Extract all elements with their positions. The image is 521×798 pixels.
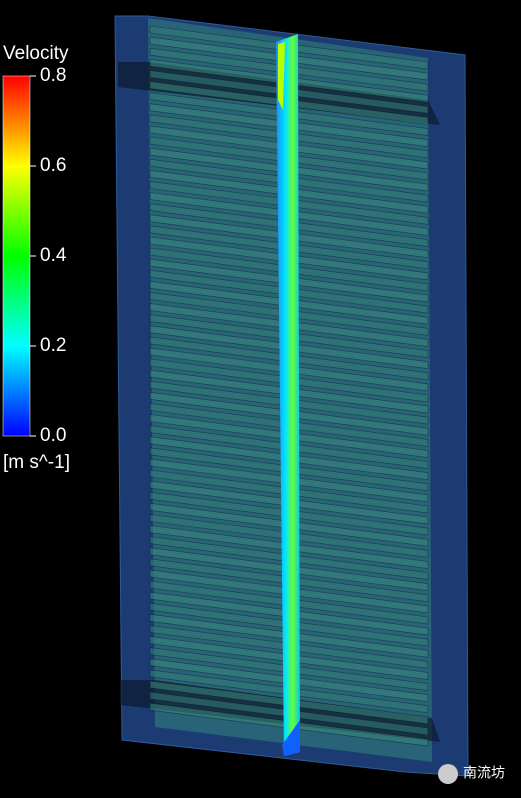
colorbar-unit: [m s^-1] — [3, 452, 70, 473]
watermark: 南流坊 — [438, 764, 505, 784]
jet-strip — [276, 34, 300, 756]
jet-hotspot — [278, 42, 285, 110]
jet-base — [282, 720, 300, 756]
colorbar-title: Velocity — [3, 43, 69, 64]
colorbar-tick-label: 0.2 — [40, 335, 66, 356]
colorbar-tick-label: 0.0 — [40, 425, 66, 446]
colorbar-ramp — [2, 75, 31, 437]
colorbar-tick-label: 0.8 — [40, 65, 66, 86]
colorbar-tick-label: 0.4 — [40, 245, 67, 266]
watermark-text: 南流坊 — [463, 765, 505, 781]
colorbar: Velocity [m s^-1] 0.0 0.2 0.4 0.6 0.8 — [2, 43, 70, 473]
watermark-icon — [438, 764, 458, 784]
colorbar-tick-label: 0.6 — [40, 155, 66, 176]
